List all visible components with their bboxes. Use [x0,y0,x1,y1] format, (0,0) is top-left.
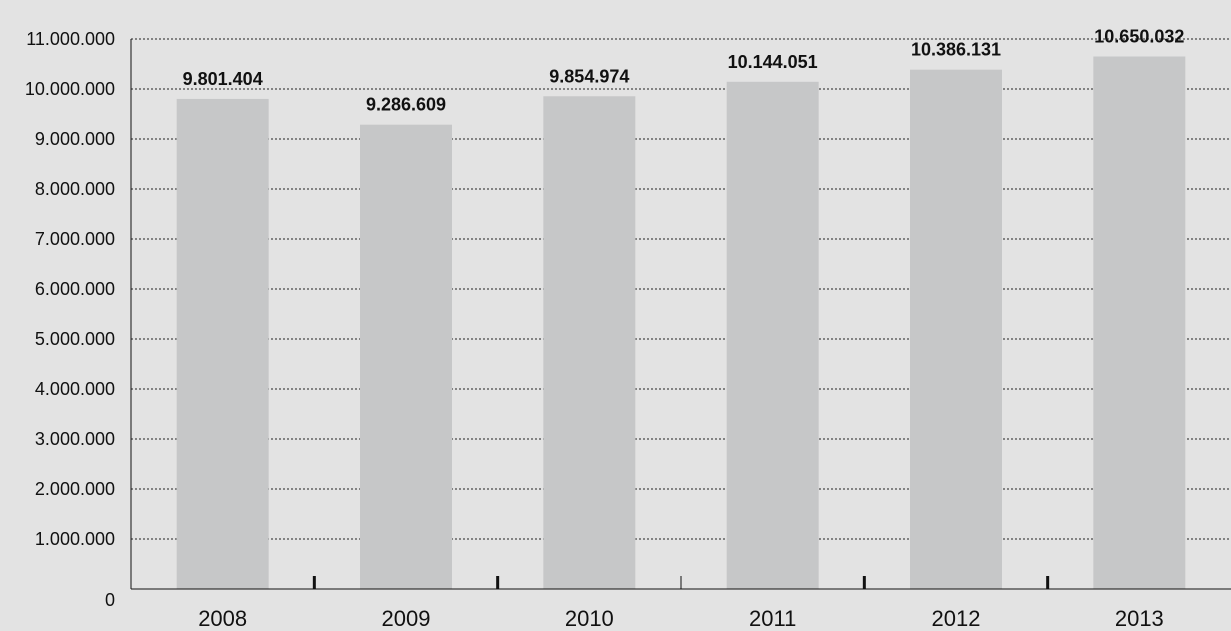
bars [176,56,1186,590]
y-tick-label: 7.000.000 [35,229,115,249]
y-tick-label: 5.000.000 [35,329,115,349]
data-label: 9.854.974 [549,66,629,86]
y-tick-label: 3.000.000 [35,429,115,449]
gridlines [131,38,1231,540]
y-tick-label: 1.000.000 [35,529,115,549]
axes [130,39,1231,590]
x-category-label: 2011 [749,606,796,631]
bar-2013 [1093,56,1186,589]
data-labels: 9.801.404 9.286.609 9.854.974 10.144.051 10.… [183,26,1185,114]
bar-2009 [360,124,452,589]
y-tick-label: 6.000.000 [35,279,115,299]
data-label: 10.144.051 [728,52,818,72]
x-category-label: 2008 [198,606,247,631]
bar-2010 [543,96,636,590]
y-tick-label: 2.000.000 [35,479,115,499]
data-label: 9.801.404 [183,69,263,89]
bar-2011 [726,81,819,589]
data-label: 10.650.032 [1094,26,1184,46]
x-axis-category-labels: 2008 2009 2010 2011 2012 2013 [198,606,1164,631]
bar-2012 [910,69,1002,589]
y-tick-label: 0 [105,590,115,610]
x-category-label: 2012 [932,606,981,631]
x-category-label: 2009 [382,606,431,631]
data-label: 9.286.609 [366,95,446,115]
y-tick-label: 8.000.000 [35,179,115,199]
y-tick-label: 9.000.000 [35,129,115,149]
y-tick-label: 11.000.000 [26,29,115,49]
bar-2008 [176,98,269,589]
x-category-label: 2010 [565,606,614,631]
y-axis-tick-labels: 0 1.000.000 2.000.000 3.000.000 4.000.000 5.0… [25,29,115,610]
x-category-label: 2013 [1115,606,1164,631]
data-label: 10.386.131 [911,40,1001,60]
y-tick-label: 4.000.000 [35,379,115,399]
y-tick-label: 10.000.000 [25,79,115,99]
